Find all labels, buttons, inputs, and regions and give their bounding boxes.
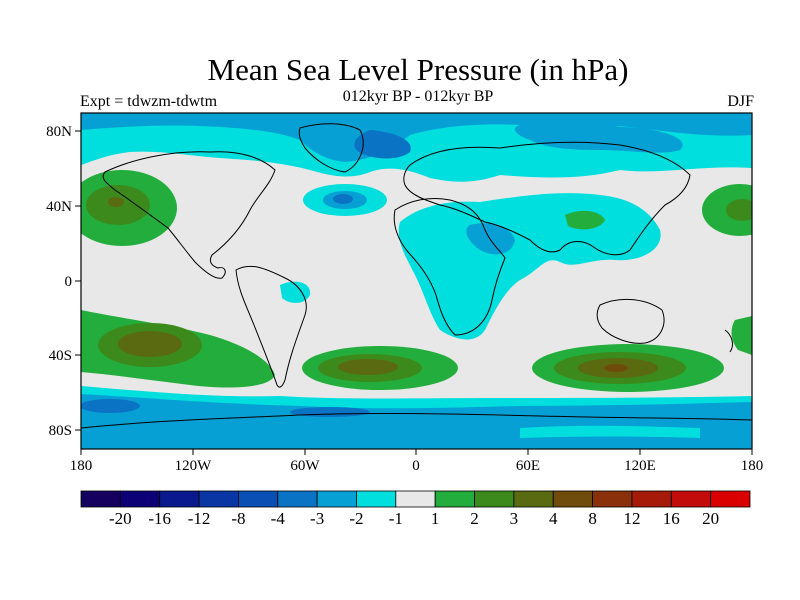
plot-title: Mean Sea Level Pressure (in hPa): [207, 52, 629, 87]
colorbar-label: -3: [310, 509, 324, 528]
colorbar-swatch: [710, 490, 751, 508]
colorbar-labels: -20 -16 -12 -8 -4 -3 -2 -1 1 2 3 4 8 12 16 20: [109, 509, 719, 528]
lon-label: 120W: [175, 458, 213, 474]
experiment-label: Expt = tdwzm-tdwtm: [80, 93, 218, 110]
australia-outline: [596, 298, 665, 344]
colorbar-swatch: [631, 490, 672, 508]
pressure-field: [81, 113, 752, 449]
south-pacific-high-core: [118, 331, 182, 357]
latitude-labels: 80N 40N 0 40S 80S: [46, 124, 72, 439]
longitude-labels: 180 120W 60W 0 60E 120E 180: [70, 458, 764, 474]
siberia-blue-region: [514, 123, 683, 153]
eurasia-outline: [403, 141, 691, 256]
lon-label: 120E: [624, 458, 656, 474]
plot-subtitle: 012kyr BP - 012kyr BP: [342, 88, 494, 105]
southern-low-core-west: [81, 399, 140, 413]
new-zealand-outline: [724, 329, 733, 353]
atlantic-low-core: [333, 194, 353, 204]
colorbar-label: -1: [389, 509, 403, 528]
south-america-cyan-patch: [280, 281, 311, 303]
colorbar-label: -8: [231, 509, 245, 528]
canada-cyan-patch: [255, 142, 273, 153]
colorbar-label: 20: [702, 509, 719, 528]
north-america-outline: [102, 151, 276, 279]
colorbar-label: 16: [663, 509, 680, 528]
antarctic-cyan-patch: [520, 425, 700, 438]
south-atlantic-high-core: [338, 359, 398, 375]
colorbar-label: -12: [188, 509, 211, 528]
colorbar-label: -16: [148, 509, 171, 528]
lat-label: 40N: [46, 199, 72, 215]
colorbar-swatch: [238, 490, 279, 508]
colorbar-label: 12: [623, 509, 640, 528]
colorbar-swatch: [434, 490, 475, 508]
greenland-outline: [298, 123, 364, 173]
season-label: DJF: [727, 93, 754, 110]
colorbar-swatch: [356, 490, 397, 508]
indian-ocean-high-peak: [604, 364, 628, 372]
lat-label: 80S: [49, 423, 72, 439]
greenland-low-core: [354, 130, 411, 159]
lon-label: 60W: [290, 458, 320, 474]
tasman-green-patch: [731, 316, 752, 355]
colorbar-label: 3: [510, 509, 519, 528]
colorbar-label: -2: [349, 509, 363, 528]
arabia-blue-region: [466, 223, 515, 255]
colorbar-swatch: [552, 490, 593, 508]
tibet-green-region: [565, 210, 605, 230]
lon-label: 0: [412, 458, 420, 474]
colorbar-swatch: [474, 490, 515, 508]
africa-outline: [393, 197, 506, 336]
antarctica-outline: [81, 412, 752, 429]
colorbar-swatch: [198, 490, 239, 508]
south-america-outline: [235, 265, 307, 388]
lat-label: 0: [65, 274, 73, 290]
colorbar-swatch: [159, 490, 200, 508]
afro-asian-cyan-region: [398, 193, 661, 340]
pacific-high-peak: [108, 197, 124, 207]
lat-label: 40S: [49, 348, 72, 364]
colorbar-label: -20: [109, 509, 132, 528]
colorbar-swatch: [513, 490, 554, 508]
coastlines: [81, 123, 752, 429]
colorbar-swatch: [592, 490, 633, 508]
lat-label: 80N: [46, 124, 72, 140]
colorbar-label: 8: [588, 509, 597, 528]
lon-label: 180: [741, 458, 764, 474]
colorbar: [80, 490, 751, 508]
colorbar-swatch: [119, 490, 161, 508]
southern-low-core-atlantic: [290, 407, 370, 417]
colorbar-swatch: [316, 490, 357, 508]
colorbar-label: 2: [470, 509, 479, 528]
colorbar-swatch: [80, 490, 121, 508]
colorbar-swatch: [670, 490, 712, 508]
colorbar-label: -4: [271, 509, 286, 528]
lon-label: 60E: [516, 458, 540, 474]
map-ticks: [75, 130, 753, 455]
colorbar-label: 4: [549, 509, 558, 528]
west-pacific-high-core: [726, 199, 752, 221]
lon-label: 180: [70, 458, 93, 474]
colorbar-swatch: [395, 490, 436, 508]
colorbar-label: 1: [431, 509, 440, 528]
colorbar-swatch: [277, 490, 318, 508]
